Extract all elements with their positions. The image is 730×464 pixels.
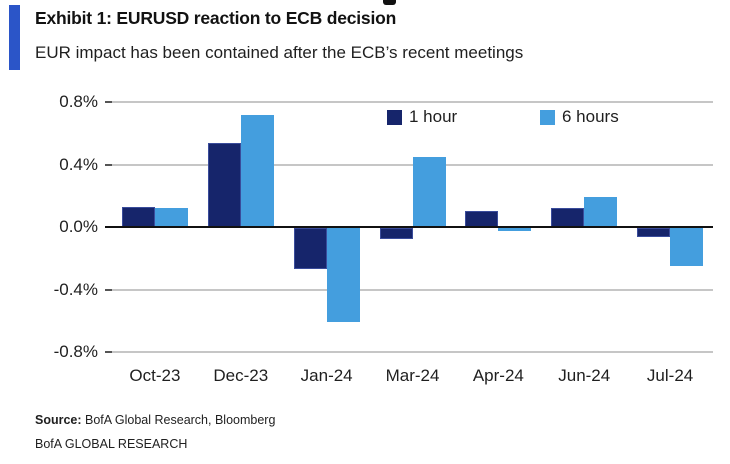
legend-label: 1 hour [409, 107, 458, 126]
bar-jul-24-1-hour [637, 228, 670, 238]
bar-jan-24-1-hour [294, 228, 327, 269]
bar-mar-24-1-hour [380, 228, 413, 239]
y-tick-mark [105, 163, 112, 166]
y-tick-label: 0.0% [59, 217, 98, 236]
bar-dec-23-6-hours [241, 114, 274, 227]
y-tick-mark [105, 288, 112, 291]
exhibit-subtitle: EUR impact has been contained after the … [35, 43, 524, 62]
y-tick-label: -0.4% [53, 279, 98, 299]
x-tick-label-oct-23: Oct-23 [129, 366, 181, 385]
exhibit-title: Exhibit 1: EURUSD reaction to ECB decisi… [35, 8, 397, 28]
bar-jul-24-6-hours [670, 228, 703, 266]
x-tick-label-jul-24: Jul-24 [646, 366, 694, 385]
x-axis-labels: Oct-23 Dec-23 Jan-24 Mar-24 Apr-24 Jun-24 Jul-… [112, 366, 713, 386]
x-tick-label-jun-24: Jun-24 [558, 366, 611, 385]
source-line: Source: BofA Global Research, Bloomberg [35, 413, 275, 427]
title-accent-bar [9, 5, 20, 70]
gridline [112, 351, 713, 353]
legend-swatch-icon [387, 109, 402, 125]
x-tick-label-dec-23: Dec-23 [213, 366, 269, 385]
legend-label: 6 hours [562, 107, 619, 126]
source-label: Source: [35, 413, 82, 427]
y-tick-mark [105, 101, 112, 103]
x-tick-label-jan-24: Jan-24 [300, 366, 353, 385]
legend-swatch-icon [540, 109, 555, 125]
y-tick-label: -0.8% [53, 342, 98, 361]
zero-axis-line [105, 226, 713, 228]
legend-item-1-hour: 1 hour [387, 107, 457, 127]
gridline [112, 163, 713, 166]
y-tick-label: 0.4% [59, 154, 98, 174]
bofa-branding: BofA GLOBAL RESEARCH [35, 437, 188, 451]
bar-dec-23-1-hour [208, 142, 241, 227]
bar-apr-24-1-hour [465, 211, 498, 227]
gridline [112, 288, 713, 291]
x-tick-label-apr-24: Apr-24 [472, 366, 524, 385]
bar-oct-23-6-hours [155, 208, 188, 227]
source-text: BofA Global Research, Bloomberg [81, 413, 276, 427]
legend-item-6-hours: 6 hours [540, 107, 619, 127]
bar-jun-24-1-hour [551, 208, 584, 227]
y-tick-label: 0.8% [59, 92, 98, 111]
bar-oct-23-1-hour [122, 206, 155, 227]
chart-legend: 1 hour 6 hours [112, 107, 713, 129]
bar-apr-24-6-hours [498, 228, 531, 232]
cropped-text-artifact [383, 0, 396, 5]
bar-mar-24-6-hours [413, 156, 446, 227]
gridline [112, 101, 713, 103]
y-tick-mark [105, 351, 112, 353]
bar-jun-24-6-hours [584, 197, 617, 227]
bar-chart-plot-area: 1 hour 6 hours [105, 101, 713, 353]
x-tick-label-mar-24: Mar-24 [385, 366, 440, 385]
bar-jan-24-6-hours [327, 228, 360, 322]
